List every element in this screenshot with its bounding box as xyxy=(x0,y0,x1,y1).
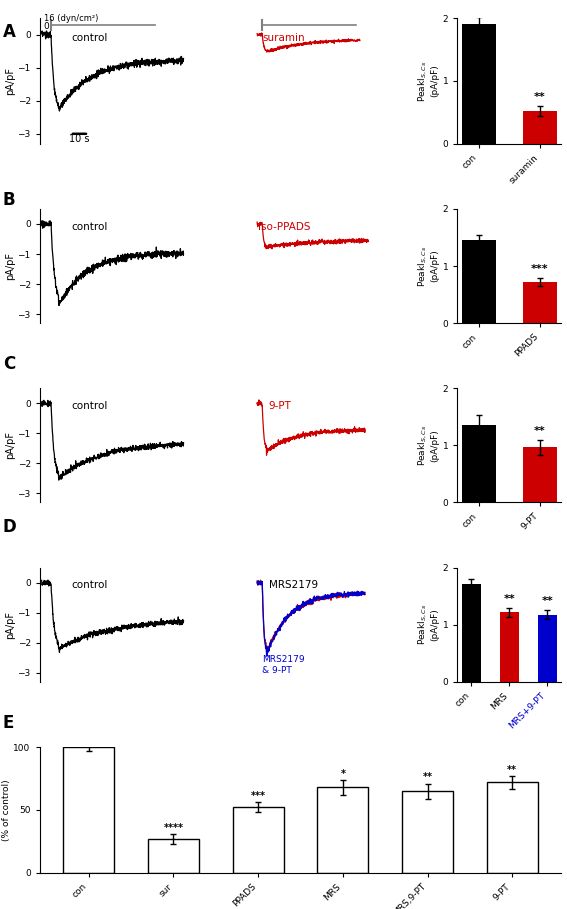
Text: MRS2179: MRS2179 xyxy=(269,580,318,590)
Bar xyxy=(538,614,557,682)
Text: ***: *** xyxy=(251,791,266,801)
Bar xyxy=(318,787,368,873)
Bar xyxy=(148,839,199,873)
Text: **: ** xyxy=(503,594,515,604)
Text: A: A xyxy=(3,23,16,41)
Bar xyxy=(523,447,557,503)
Bar xyxy=(500,613,519,682)
Text: ***: *** xyxy=(531,265,549,275)
Text: **: ** xyxy=(422,773,433,783)
Text: 16 (dyn/cm²): 16 (dyn/cm²) xyxy=(44,14,99,23)
Y-axis label: pA/pF: pA/pF xyxy=(5,611,15,639)
Text: B: B xyxy=(3,191,15,209)
Bar xyxy=(487,783,538,873)
Text: iso-PPADS: iso-PPADS xyxy=(258,222,311,232)
Bar xyxy=(523,282,557,323)
Text: suramin: suramin xyxy=(262,33,304,43)
Text: control: control xyxy=(72,33,108,43)
Bar xyxy=(523,111,557,144)
Text: D: D xyxy=(3,518,16,536)
Y-axis label: PeakI$_{S,Cs}$
(pA/pF): PeakI$_{S,Cs}$ (pA/pF) xyxy=(417,245,439,286)
Text: 9-PT: 9-PT xyxy=(269,401,291,411)
Y-axis label: PeakI$_{S,Cs}$
(pA/pF): PeakI$_{S,Cs}$ (pA/pF) xyxy=(417,60,439,102)
Bar xyxy=(462,25,496,144)
Bar xyxy=(462,240,496,323)
Y-axis label: pA/pF: pA/pF xyxy=(5,252,15,280)
Text: control: control xyxy=(72,401,108,411)
Bar xyxy=(233,807,284,873)
Y-axis label: pA/pF: pA/pF xyxy=(5,432,15,459)
Bar xyxy=(64,747,114,873)
Text: control: control xyxy=(72,580,108,590)
Y-axis label: PeakI$_{S,Cs}$
(pA/pF): PeakI$_{S,Cs}$ (pA/pF) xyxy=(417,425,439,466)
Text: E: E xyxy=(3,714,14,732)
Text: MRS2179
& 9-PT: MRS2179 & 9-PT xyxy=(262,655,304,674)
Bar xyxy=(462,425,496,503)
Text: 10 s: 10 s xyxy=(69,134,90,144)
Text: 0: 0 xyxy=(44,23,49,32)
Text: **: ** xyxy=(541,596,553,606)
Text: *: * xyxy=(340,769,345,779)
Text: **: ** xyxy=(534,92,545,102)
Text: control: control xyxy=(72,222,108,232)
Text: **: ** xyxy=(534,426,545,436)
Y-axis label: PeakI$_{S,Cs}$
(% of control): PeakI$_{S,Cs}$ (% of control) xyxy=(0,779,11,841)
Bar xyxy=(462,584,481,682)
Y-axis label: PeakI$_{S,Cs}$
(pA/pF): PeakI$_{S,Cs}$ (pA/pF) xyxy=(417,604,439,645)
Y-axis label: pA/pF: pA/pF xyxy=(5,67,15,95)
Text: ****: **** xyxy=(163,823,184,833)
Text: C: C xyxy=(3,355,15,373)
Text: **: ** xyxy=(507,764,517,774)
Bar xyxy=(402,791,453,873)
